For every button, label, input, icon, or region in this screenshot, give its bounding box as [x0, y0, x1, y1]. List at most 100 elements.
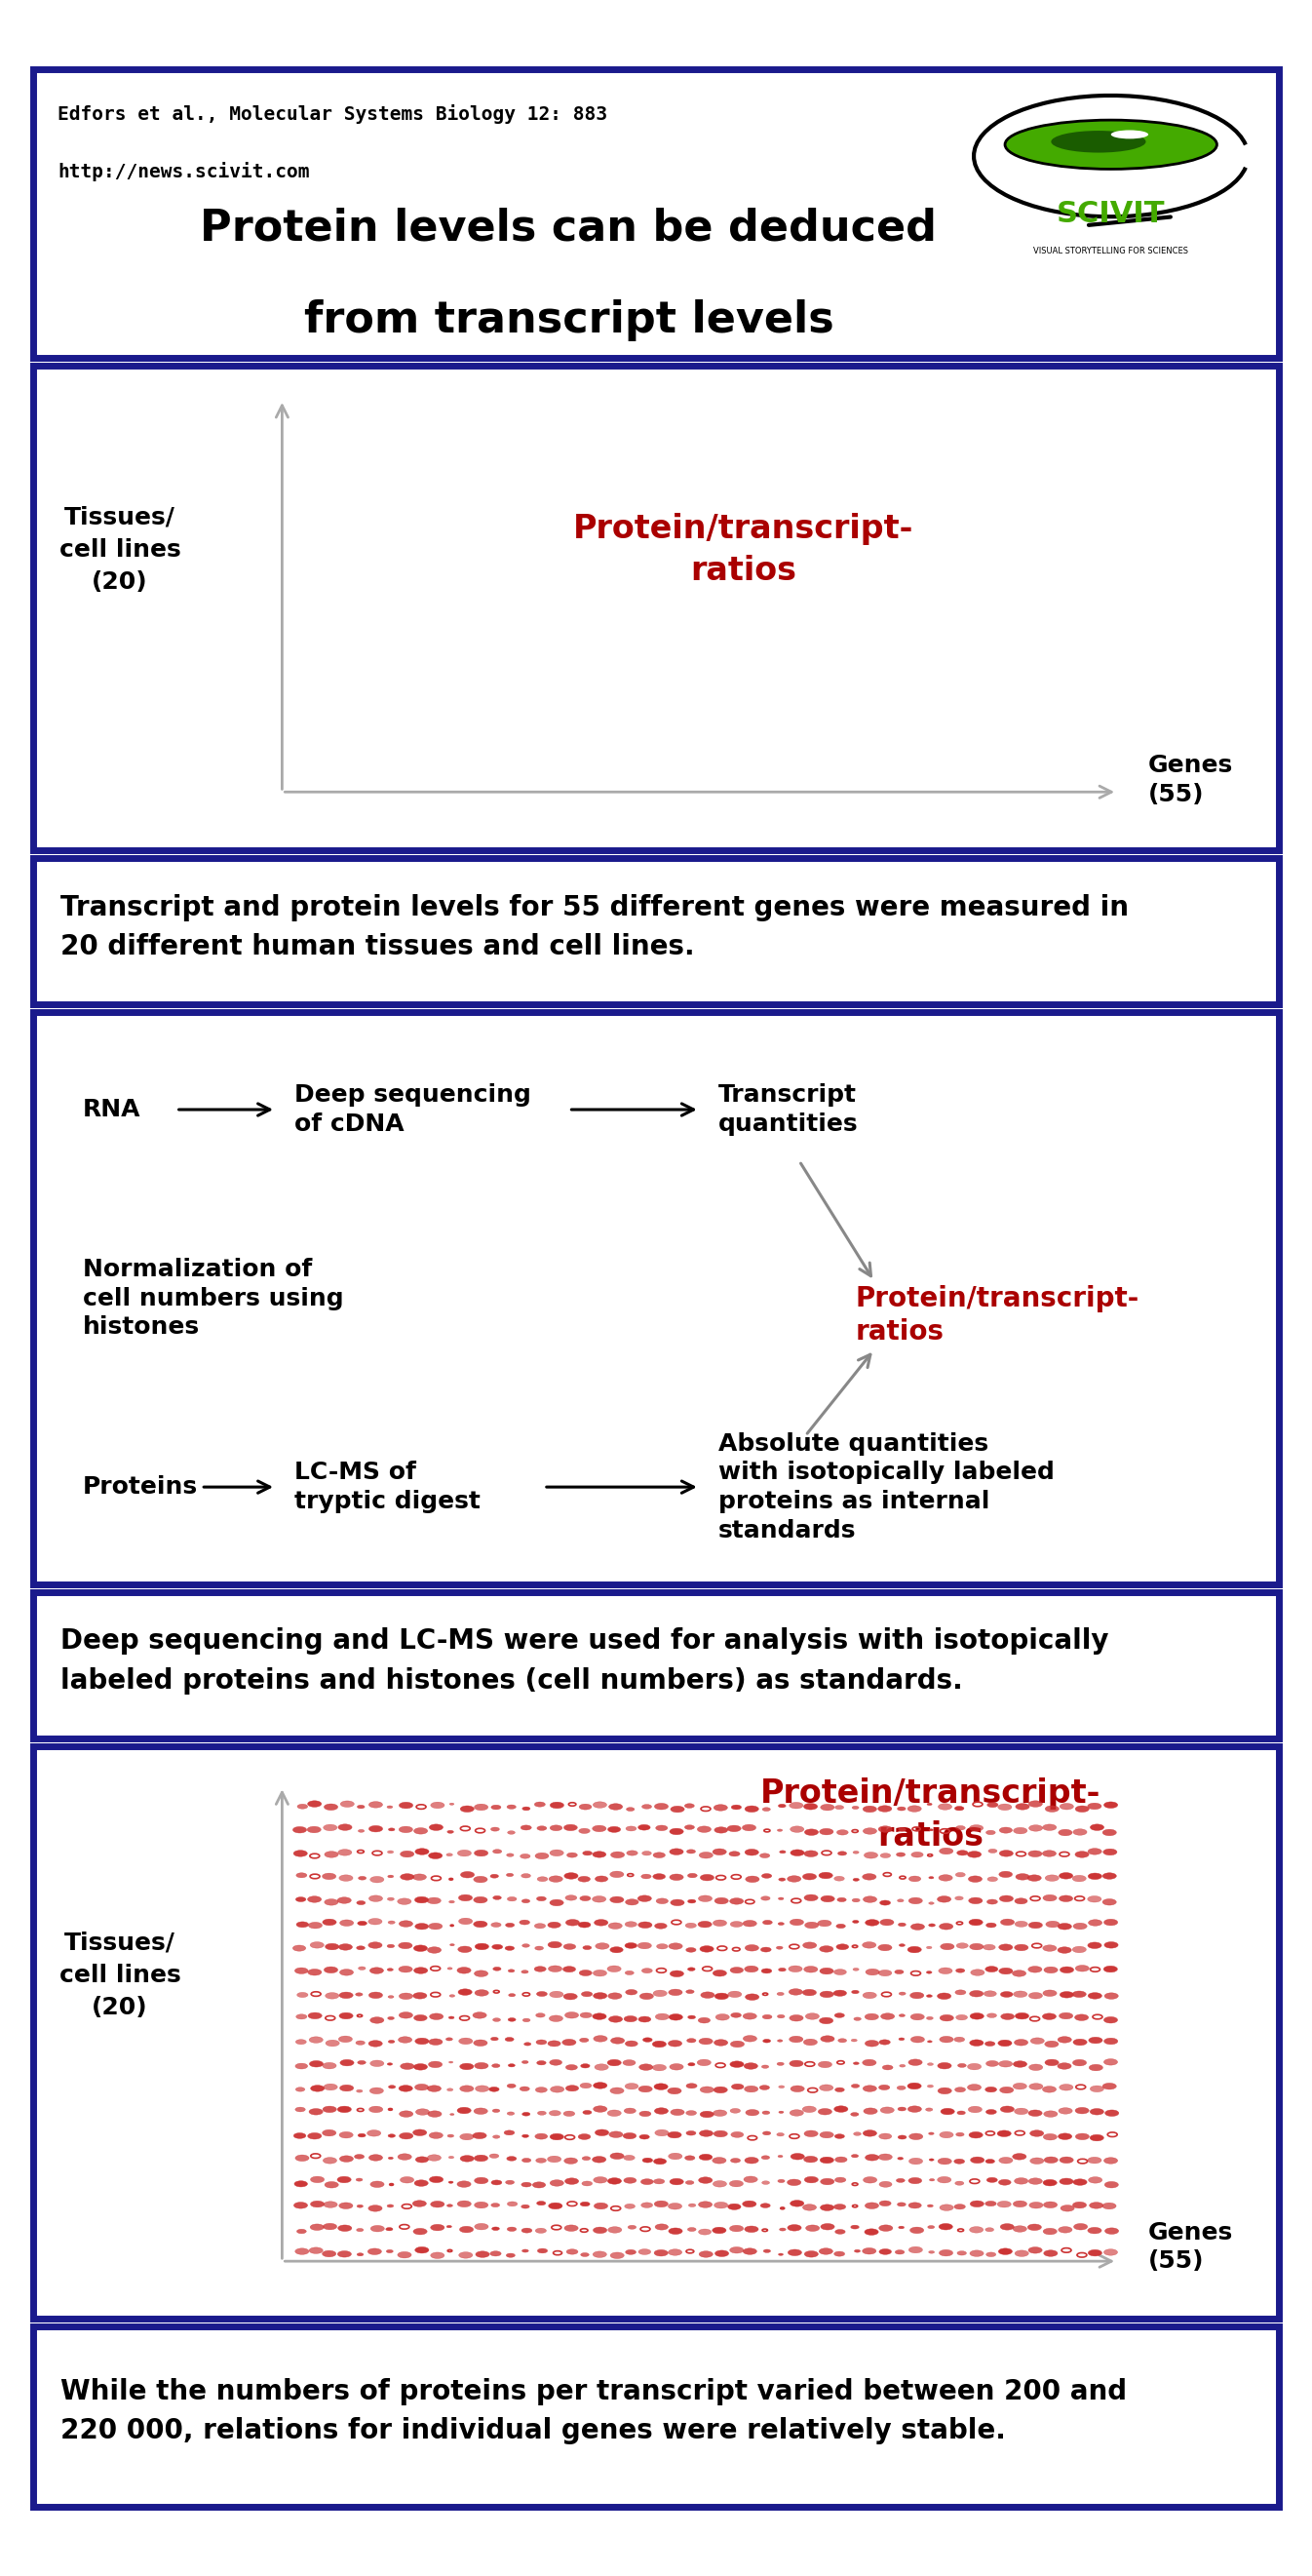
Circle shape: [1102, 1899, 1117, 1906]
Circle shape: [968, 1919, 983, 1924]
Circle shape: [1014, 2251, 1029, 2257]
Circle shape: [1042, 1850, 1056, 1857]
Circle shape: [804, 2130, 817, 2138]
Circle shape: [863, 2177, 876, 2182]
Circle shape: [564, 2159, 577, 2164]
Circle shape: [899, 1829, 905, 1832]
Circle shape: [297, 1991, 308, 1996]
Circle shape: [686, 2084, 697, 2089]
Circle shape: [459, 2087, 474, 2092]
Circle shape: [412, 2200, 426, 2208]
Circle shape: [642, 1852, 652, 1855]
Circle shape: [853, 1852, 859, 1855]
Circle shape: [652, 2040, 666, 2048]
Circle shape: [998, 2040, 1012, 2045]
Circle shape: [712, 2156, 726, 2164]
Circle shape: [985, 2110, 996, 2115]
Circle shape: [938, 1803, 953, 1811]
Circle shape: [689, 2202, 695, 2208]
Circle shape: [521, 1826, 531, 1829]
Circle shape: [475, 2202, 488, 2208]
Circle shape: [851, 1991, 859, 1994]
Circle shape: [338, 2012, 353, 2020]
Circle shape: [475, 1942, 489, 1950]
Text: RNA: RNA: [83, 1097, 140, 1121]
Circle shape: [787, 2226, 802, 2231]
Circle shape: [508, 1968, 514, 1973]
Text: http://news.scivit.com: http://news.scivit.com: [58, 162, 310, 180]
Circle shape: [593, 2228, 607, 2233]
Circle shape: [388, 1829, 395, 1832]
Circle shape: [388, 2040, 395, 2043]
Circle shape: [764, 2249, 770, 2251]
Circle shape: [987, 1922, 996, 1927]
Circle shape: [908, 2058, 922, 2066]
Circle shape: [789, 1989, 803, 1994]
Text: from transcript levels: from transcript levels: [304, 299, 833, 343]
Circle shape: [398, 2154, 412, 2161]
Circle shape: [1073, 2179, 1086, 2184]
Circle shape: [899, 1945, 905, 1947]
Circle shape: [985, 1965, 998, 1973]
Circle shape: [939, 2205, 954, 2210]
Circle shape: [1043, 2133, 1057, 2141]
Circle shape: [293, 1945, 306, 1950]
Circle shape: [701, 1991, 715, 1999]
Circle shape: [699, 2154, 712, 2161]
Circle shape: [537, 2040, 547, 2045]
Circle shape: [369, 1801, 383, 1808]
Circle shape: [506, 1873, 513, 1875]
Circle shape: [593, 2014, 606, 2020]
Circle shape: [506, 1806, 516, 1808]
Circle shape: [447, 2205, 453, 2208]
Circle shape: [1088, 1850, 1102, 1855]
Circle shape: [878, 1945, 892, 1950]
Circle shape: [669, 2014, 682, 2020]
Circle shape: [369, 2040, 382, 2048]
Text: Proteins: Proteins: [83, 1476, 198, 1499]
Circle shape: [1014, 1945, 1029, 1950]
Circle shape: [1044, 1965, 1057, 1973]
Circle shape: [698, 2017, 710, 2022]
Circle shape: [415, 2084, 429, 2089]
Circle shape: [489, 2087, 499, 2092]
Circle shape: [1029, 1991, 1043, 1999]
Circle shape: [762, 2110, 770, 2115]
Circle shape: [879, 2226, 892, 2231]
Circle shape: [1088, 1873, 1102, 1880]
Circle shape: [357, 1901, 365, 1904]
Circle shape: [804, 1893, 817, 1901]
Circle shape: [790, 2061, 803, 2066]
Circle shape: [865, 1852, 878, 1857]
Circle shape: [938, 2087, 951, 2094]
Circle shape: [415, 2246, 429, 2254]
Circle shape: [474, 2040, 487, 2045]
Circle shape: [369, 2107, 383, 2112]
Circle shape: [474, 1971, 488, 1976]
Circle shape: [535, 2087, 547, 2092]
Circle shape: [474, 1922, 487, 1927]
Circle shape: [412, 1873, 426, 1880]
Circle shape: [457, 2182, 471, 2187]
Text: Edfors et al., Molecular Systems Biology 12: 883: Edfors et al., Molecular Systems Biology…: [58, 103, 607, 124]
Circle shape: [669, 1873, 684, 1880]
Circle shape: [607, 2226, 622, 2233]
Circle shape: [369, 1896, 383, 1901]
Circle shape: [899, 2038, 904, 2040]
Circle shape: [579, 1971, 592, 1976]
Circle shape: [851, 1806, 859, 1808]
Circle shape: [743, 1919, 757, 1927]
Circle shape: [387, 2205, 394, 2208]
Circle shape: [592, 1826, 606, 1832]
Circle shape: [1044, 2058, 1059, 2066]
Circle shape: [955, 1896, 963, 1901]
Circle shape: [1030, 2038, 1044, 2045]
Circle shape: [899, 2014, 905, 2017]
Circle shape: [714, 2130, 727, 2138]
Circle shape: [879, 2182, 892, 2187]
Circle shape: [714, 2087, 727, 2094]
Circle shape: [1088, 2249, 1102, 2257]
Circle shape: [863, 2087, 876, 2092]
Circle shape: [340, 2133, 353, 2138]
Circle shape: [1057, 1947, 1072, 1953]
